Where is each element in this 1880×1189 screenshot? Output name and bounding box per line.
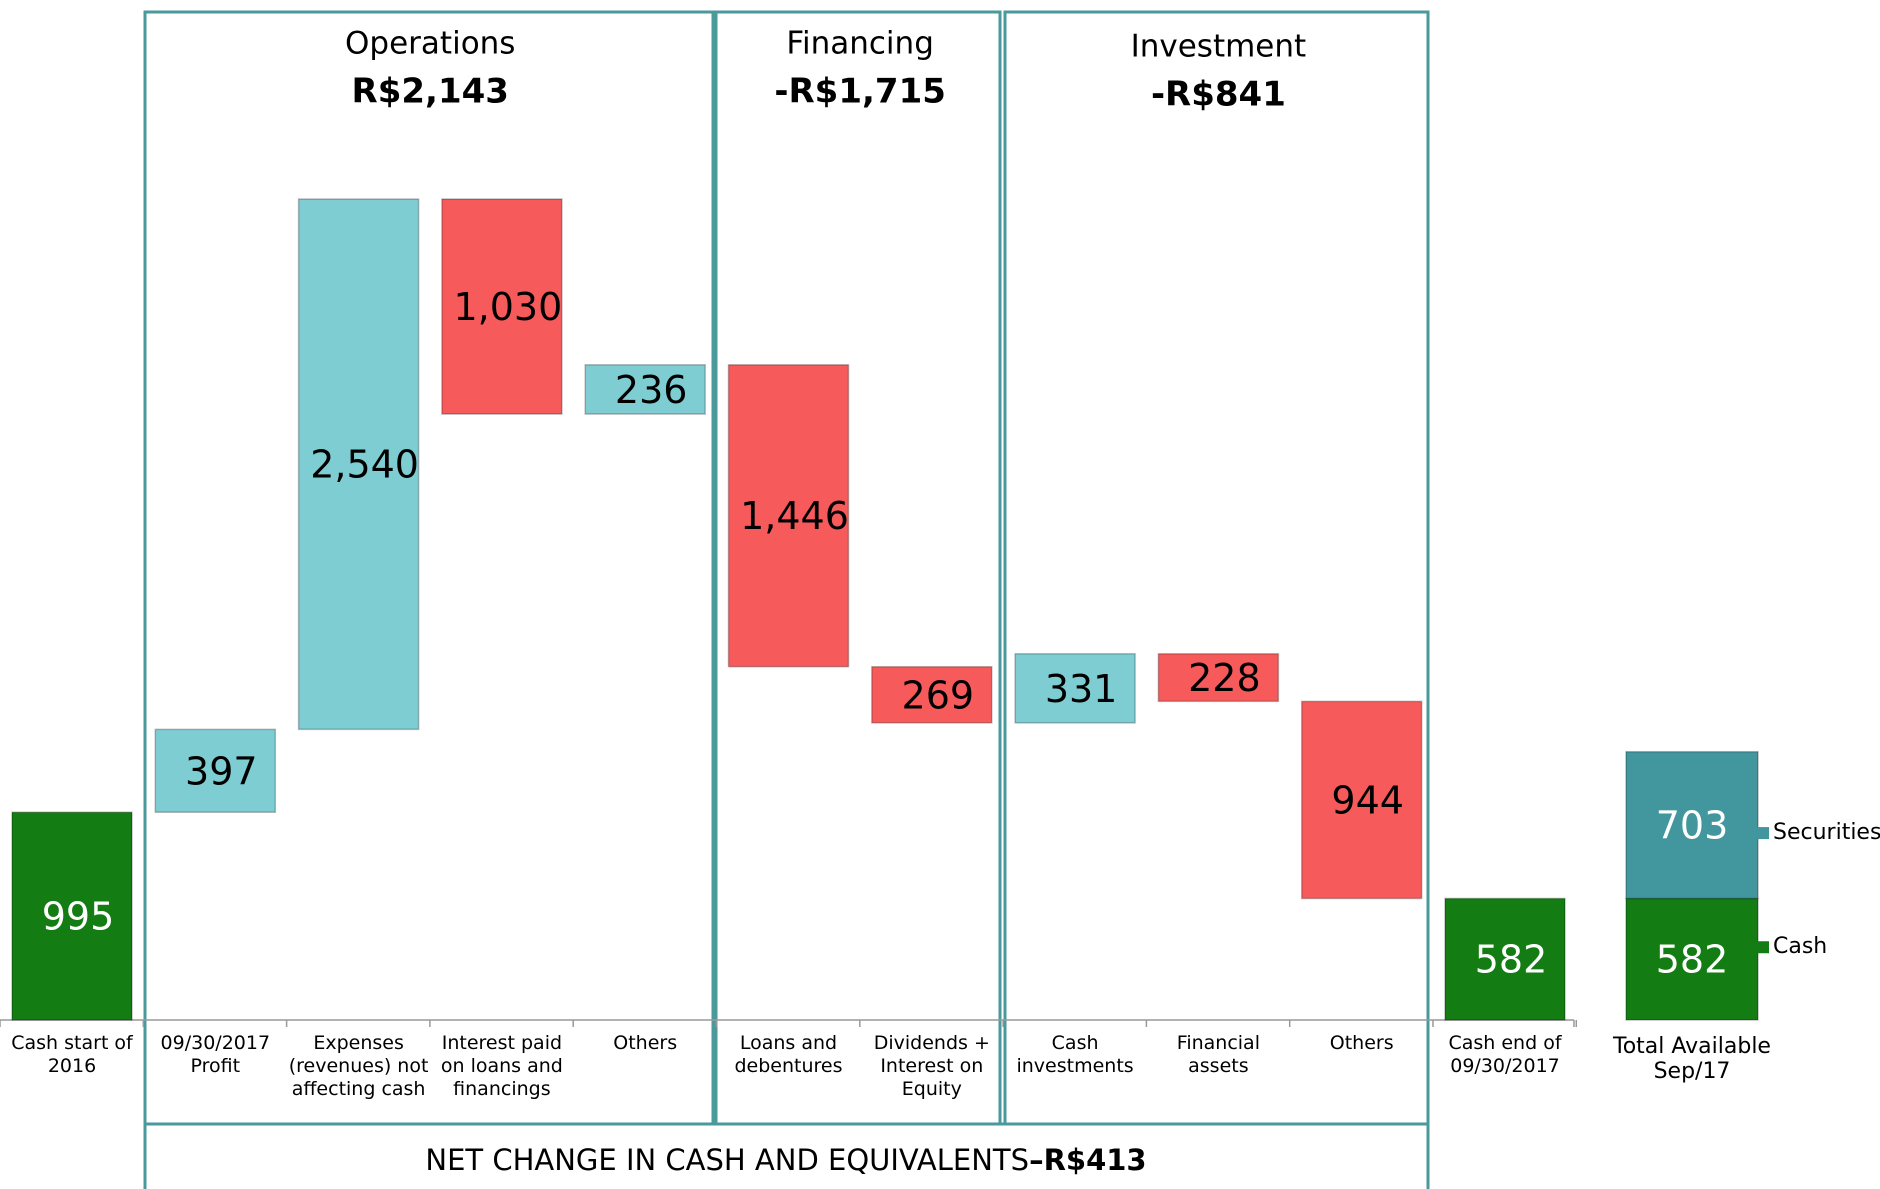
x-tick-label: Cash end of 09/30/2017 <box>1448 1032 1562 1077</box>
value-label: 331 <box>1045 667 1118 711</box>
value-label: 582 <box>1475 938 1548 982</box>
x-tick-label: Cash investments <box>1016 1032 1134 1077</box>
bar <box>727 364 850 668</box>
legend-label: Securities <box>1773 820 1880 845</box>
value-label: 397 <box>185 749 258 793</box>
value-label: 2,540 <box>310 443 419 487</box>
group-amount: -R$1,715 <box>774 72 946 112</box>
bar <box>154 728 277 813</box>
stacked-bar <box>1625 897 1759 1021</box>
value-label: 236 <box>615 368 688 412</box>
bar <box>871 665 993 724</box>
x-tick-label: 09/30/2017 Profit <box>160 1032 271 1077</box>
footer-text: NET CHANGE IN CASH AND EQUIVALENTS <box>425 1143 1029 1177</box>
legend-label: Cash <box>1773 934 1827 959</box>
group-title: Operations <box>345 26 515 62</box>
legend-swatch <box>1757 941 1769 954</box>
x-tick-label: Dividends + Interest on Equity <box>873 1032 990 1100</box>
value-label: 582 <box>1656 938 1729 982</box>
x-tick-label: Total Available Sep/17 <box>1613 1034 1771 1084</box>
value-label: 703 <box>1656 804 1729 848</box>
footer: NET CHANGE IN CASH AND EQUIVALENTS–R$413 <box>425 1143 1146 1177</box>
bar <box>11 811 133 1021</box>
value-label: 269 <box>902 673 975 717</box>
x-tick-label: Others <box>1329 1032 1394 1054</box>
group-title: Investment <box>1131 29 1307 65</box>
bar <box>1157 653 1280 703</box>
value-label: 1,446 <box>740 494 849 538</box>
x-tick-label: Loans and debentures <box>734 1032 843 1077</box>
x-tick-label: Financial assets <box>1176 1032 1260 1077</box>
legend-swatch <box>1757 827 1769 840</box>
bar <box>297 198 420 731</box>
footer-amount: –R$413 <box>1029 1143 1147 1177</box>
value-label: 995 <box>42 895 115 939</box>
group-amount: -R$841 <box>1151 75 1286 115</box>
group-amount: R$2,143 <box>352 72 509 112</box>
x-tick-label: Expenses (revenues) not affecting cash <box>288 1032 429 1100</box>
footer-box <box>143 1122 1430 1189</box>
value-label: 944 <box>1331 778 1404 822</box>
x-tick-label: Cash start of 2016 <box>11 1032 133 1077</box>
group-title: Financing <box>786 26 933 62</box>
stacked-bar <box>1625 750 1759 900</box>
value-label: 228 <box>1188 656 1261 700</box>
value-label: 1,030 <box>454 285 563 329</box>
bar <box>1014 653 1136 724</box>
bar <box>441 198 563 415</box>
group-box <box>143 10 715 1126</box>
x-tick-label: Interest paid on loans and financings <box>440 1032 563 1100</box>
x-tick-label: Others <box>613 1032 678 1054</box>
bar <box>1300 700 1423 900</box>
bar <box>584 364 706 415</box>
bar <box>1444 897 1566 1021</box>
group-box <box>1003 10 1430 1126</box>
